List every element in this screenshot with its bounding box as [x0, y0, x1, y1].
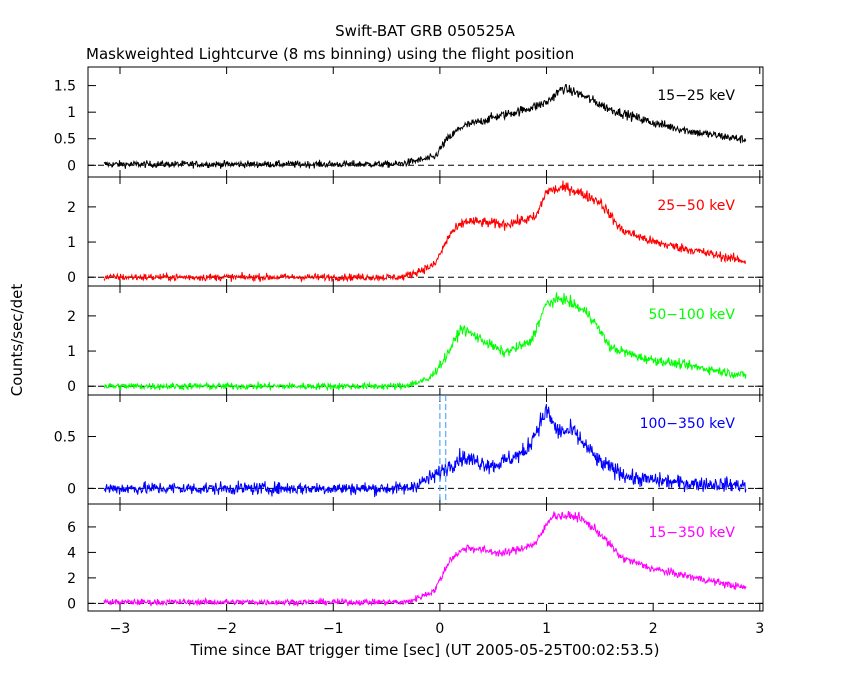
chart-title: Swift-BAT GRB 050525A — [335, 22, 515, 40]
panel-1: 0 0.5 1 1.5 15−25 keV — [54, 66, 764, 178]
y-tick-label: 2 — [67, 200, 76, 216]
y-tick-label: 0 — [67, 379, 76, 395]
lightcurve-series — [103, 292, 747, 392]
y-tick-label: 0 — [67, 270, 76, 286]
x-tick-label: 0 — [435, 621, 444, 637]
lightcurve-series — [103, 403, 747, 498]
panel-3: 0 1 2 50−100 keV — [67, 285, 764, 396]
y-tick-label: 1 — [67, 105, 76, 121]
lightcurve-series — [103, 83, 747, 169]
band-label: 50−100 keV — [648, 307, 735, 323]
y-tick-label: 1 — [67, 235, 76, 251]
panel-frame — [87, 503, 764, 612]
x-tick-labels: −3 −2 −1 0 1 2 3 — [110, 621, 765, 637]
y-tick-label: 0.5 — [54, 430, 76, 446]
x-axis-label: Time since BAT trigger time [sec] (UT 20… — [190, 641, 660, 659]
x-tick-label: 1 — [542, 621, 551, 637]
x-tick-label: −2 — [216, 621, 237, 637]
x-tick-label: 2 — [649, 621, 658, 637]
lightcurve-series — [103, 180, 746, 283]
panel-2: 0 1 2 25−50 keV — [67, 176, 764, 287]
y-tick-label: 1 — [67, 344, 76, 360]
band-label: 15−25 keV — [657, 88, 735, 104]
y-tick-label: 2 — [67, 571, 76, 587]
band-label: 100−350 keV — [640, 416, 736, 432]
y-tick-label: 6 — [67, 520, 76, 536]
panels-group: 0 0.5 1 1.5 15−25 keV 0 1 2 25−50 keV 0 1 2 50−100 k… — [54, 66, 764, 612]
x-tick-label: −1 — [323, 621, 344, 637]
lightcurve-series — [103, 510, 747, 607]
y-tick-label: 0 — [67, 158, 76, 174]
y-axis-label: Counts/sec/det — [8, 284, 26, 397]
panel-frame — [87, 285, 764, 396]
panel-frame — [87, 176, 764, 287]
x-tick-label: −3 — [110, 621, 131, 637]
band-label: 15−350 keV — [648, 525, 735, 541]
y-tick-label: 2 — [67, 309, 76, 325]
band-label: 25−50 keV — [657, 198, 735, 214]
panel-5: 0 2 4 6 15−350 keV — [67, 503, 764, 612]
panel-4: 0 0.5 100−350 keV — [54, 394, 764, 505]
y-tick-label: 0 — [67, 481, 76, 497]
y-tick-label: 0.5 — [54, 132, 76, 148]
x-tick-label: 3 — [755, 621, 764, 637]
chart-subtitle: Maskweighted Lightcurve (8 ms binning) u… — [86, 45, 574, 63]
y-tick-label: 4 — [67, 545, 76, 561]
y-tick-label: 0 — [67, 596, 76, 612]
y-tick-label: 1.5 — [54, 79, 76, 95]
